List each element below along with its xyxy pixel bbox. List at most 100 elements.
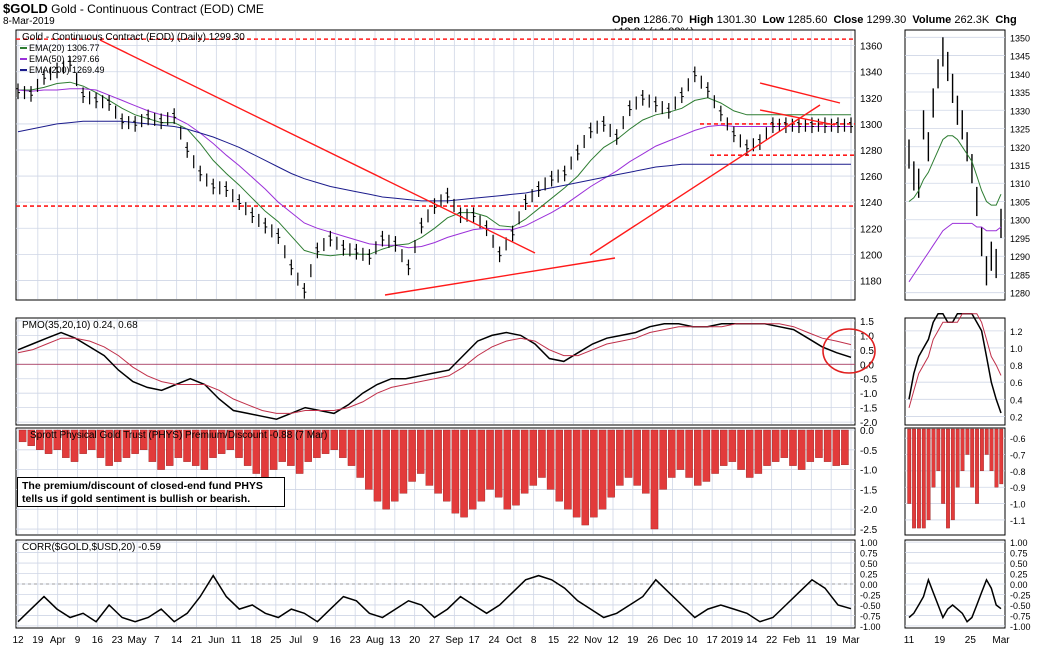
x-tick-label: 16	[330, 635, 342, 646]
x-tick-label: 9	[313, 635, 319, 646]
x-tick-label: 7	[154, 635, 160, 646]
prem-bar	[347, 429, 356, 466]
prem-bar	[252, 429, 261, 474]
chg-label: Chg	[995, 14, 1017, 26]
prem-bar	[287, 429, 295, 466]
side-prem-bar	[970, 428, 975, 488]
low-value: 1285.60	[787, 14, 828, 26]
x-tick-label: 22	[766, 635, 778, 646]
prem-bar	[754, 429, 763, 474]
highlight-circle	[822, 328, 876, 374]
volume-label: Volume	[912, 14, 952, 26]
prem-y-tick: -1.0	[860, 466, 878, 477]
side-y-tick: 1320	[1010, 143, 1030, 153]
side-prem-bar	[941, 428, 946, 504]
x-tick-label: Feb	[783, 635, 801, 646]
prem-bar	[70, 429, 79, 462]
prem-bar	[365, 429, 373, 490]
prem-bar	[408, 429, 416, 482]
side-pmo-tick: 0.8	[1010, 361, 1023, 371]
prem-bar	[27, 429, 35, 446]
side-y-tick: 1330	[1010, 106, 1030, 116]
x-tick-label: 12	[607, 635, 619, 646]
x-tick-label: 19	[32, 635, 44, 646]
prem-bar	[321, 429, 330, 454]
trend-line	[589, 104, 821, 256]
corr-series	[17, 574, 852, 623]
side-pmo-series	[908, 312, 1002, 414]
x-tick-label: 12	[12, 635, 24, 646]
legend-entry: EMA(20) 1306.77	[29, 43, 100, 53]
prem-bar	[217, 429, 226, 454]
quote-line: Open 1286.70 High 1301.30 Low 1285.60 Cl…	[612, 14, 1050, 38]
prem-bar	[18, 429, 27, 443]
prem-bar	[624, 429, 633, 478]
prem-bar	[815, 429, 823, 458]
side-pmo-tick: 0.6	[1010, 378, 1023, 388]
price-y-tick: 1280	[860, 146, 883, 157]
price-y-tick: 1240	[860, 198, 883, 209]
low-label: Low	[762, 14, 785, 26]
prem-bar	[304, 429, 312, 462]
prem-bar	[590, 429, 598, 518]
prem-bar	[295, 429, 304, 474]
prem-bar	[633, 429, 641, 486]
side-prem-bar	[955, 428, 960, 488]
corr-y-tick: -0.75	[860, 611, 881, 621]
side-y-tick: 1340	[1010, 70, 1030, 80]
x-tick-label: Apr	[50, 635, 66, 646]
prem-bar	[157, 429, 165, 470]
prem-bar	[131, 429, 139, 454]
pmo-y-tick: 0.5	[860, 346, 874, 357]
price-y-tick: 1180	[860, 276, 882, 287]
x-tick-label: 11	[231, 635, 242, 646]
corr-y-tick: 0.00	[860, 580, 878, 590]
x-tick-label: 22	[568, 635, 580, 646]
x-tick-label: 14	[171, 635, 183, 646]
x-tick-label: 9	[75, 635, 81, 646]
side-pmo-tick: 0.4	[1010, 395, 1023, 405]
side-prem-bar	[912, 428, 916, 529]
corr-y-tick: -1.00	[860, 622, 881, 632]
prem-bar	[659, 429, 667, 490]
side-pmo-tick: 1.0	[1010, 344, 1023, 354]
chart-date: 8-Mar-2019	[3, 16, 55, 27]
x-tick-label: 24	[488, 635, 500, 646]
prem-bar	[62, 429, 70, 458]
exchange: CME	[237, 2, 264, 16]
x-tick-label: Dec	[664, 635, 682, 646]
prem-bar	[841, 429, 849, 466]
pmo-y-tick: 1.5	[860, 317, 874, 328]
x-tick-label: 19	[826, 635, 838, 646]
x-tick-label: 18	[250, 635, 262, 646]
x-tick-label: 23	[350, 635, 362, 646]
prem-bar	[806, 429, 815, 462]
x-tick-label: 16	[92, 635, 104, 646]
side-x-tick: 25	[965, 635, 977, 646]
prem-bar	[694, 429, 702, 486]
side-pmo-tick: 0.2	[1010, 412, 1023, 422]
prem-bar	[538, 429, 546, 478]
prem-bar	[269, 429, 278, 470]
side-x-tick: 19	[934, 635, 946, 646]
volume-value: 262.3K	[954, 14, 990, 26]
side-prem-bar	[950, 428, 955, 521]
corr-y-tick: -0.25	[860, 590, 881, 600]
prem-bar	[494, 429, 503, 498]
x-tick-label: Mar	[842, 635, 860, 646]
side-y-tick: 1290	[1010, 252, 1030, 262]
side-corr-tick: -0.75	[1010, 611, 1031, 621]
prem-bar	[174, 429, 183, 458]
pmo-y-tick: -1.5	[860, 404, 878, 415]
prem-bar	[797, 429, 806, 470]
prem-bar	[425, 429, 434, 486]
prem-bar	[183, 429, 191, 462]
side-y-tick: 1305	[1010, 197, 1030, 207]
main-panel-1-frame	[15, 317, 856, 426]
x-tick-label: 27	[429, 635, 441, 646]
trend-line	[384, 257, 616, 296]
prem-bar	[382, 429, 390, 510]
side-y-tick: 1310	[1010, 179, 1030, 189]
price-y-tick: 1340	[860, 68, 883, 79]
side-prem-tick: -1.1	[1010, 516, 1026, 526]
